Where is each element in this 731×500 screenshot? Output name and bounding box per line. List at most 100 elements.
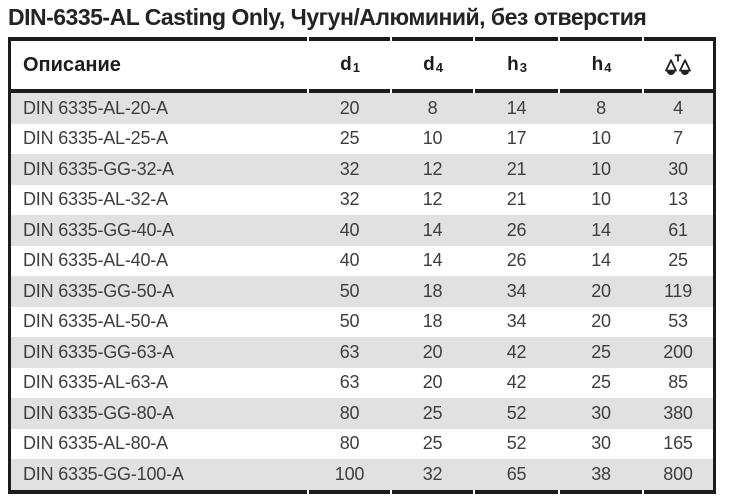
- cell-weight: 85: [668, 372, 688, 393]
- cell-weight: 165: [663, 433, 693, 454]
- cell-d4: 18: [422, 280, 443, 301]
- cell-h3: 17: [506, 128, 527, 149]
- cell-h3: 14: [506, 97, 527, 118]
- table-row: DIN 6335-AL-25-A 25 10 17 10 7: [11, 124, 713, 155]
- cell-weight: 119: [663, 280, 693, 301]
- table-top-border: [11, 37, 713, 41]
- column-header-h3: h3: [507, 54, 527, 75]
- cell-d1: 80: [339, 402, 360, 423]
- cell-h4: 20: [591, 280, 611, 301]
- cell-d1: 40: [339, 219, 360, 240]
- cell-description: DIN 6335-AL-25-A: [23, 128, 168, 149]
- cell-description: DIN 6335-AL-50-A: [23, 311, 168, 332]
- cell-d1: 40: [339, 250, 360, 271]
- header-bottom-border: [11, 89, 713, 93]
- table-row: DIN 6335-AL-63-A 63 20 42 25 85: [11, 368, 713, 399]
- table-row: DIN 6335-GG-32-A 32 12 21 10 30: [11, 154, 713, 185]
- table-bottom-border: [11, 489, 713, 494]
- cell-d1: 25: [339, 128, 360, 149]
- cell-weight: 25: [668, 250, 688, 271]
- cell-weight: 200: [663, 341, 693, 362]
- table-row: DIN 6335-AL-80-A 80 25 52 30 165: [11, 429, 713, 460]
- cell-weight: 30: [668, 158, 688, 179]
- column-header-h4: h4: [591, 54, 612, 75]
- table-row: DIN 6335-GG-63-A 63 20 42 25 200: [11, 337, 713, 368]
- page-title: DIN-6335-AL Casting Only, Чугун/Алюминий…: [8, 4, 647, 30]
- cell-h4: 30: [591, 433, 611, 454]
- table-header-row: Описание d1 d4 h3 h4: [11, 41, 713, 89]
- cell-d4: 10: [422, 128, 443, 149]
- cell-description: DIN 6335-GG-80-A: [23, 402, 174, 423]
- cell-h3: 26: [506, 219, 527, 240]
- table-row: DIN 6335-GG-100-A 100 32 65 38 800: [11, 459, 713, 490]
- cell-h4: 20: [591, 311, 611, 332]
- cell-h4: 30: [591, 402, 611, 423]
- cell-h4: 10: [591, 128, 611, 149]
- cell-weight: 800: [663, 463, 693, 484]
- cell-h4: 25: [591, 372, 611, 393]
- column-header-d4: d4: [423, 54, 443, 75]
- cell-d1: 63: [339, 372, 360, 393]
- cell-h4: 25: [591, 341, 611, 362]
- cell-description: DIN 6335-GG-50-A: [23, 280, 174, 301]
- cell-h3: 52: [506, 433, 527, 454]
- table-row: DIN 6335-AL-32-A 32 12 21 10 13: [11, 185, 713, 216]
- cell-d1: 50: [339, 280, 360, 301]
- column-header-description-label: Описание: [23, 53, 121, 76]
- cell-h3: 52: [506, 402, 527, 423]
- cell-description: DIN 6335-GG-32-A: [23, 158, 174, 179]
- cell-h3: 21: [506, 158, 527, 179]
- column-header-description: Описание: [11, 54, 308, 77]
- table-row: DIN 6335-AL-40-A 40 14 26 14 25: [11, 246, 713, 277]
- cell-weight: 53: [668, 311, 688, 332]
- cell-h4: 38: [591, 463, 611, 484]
- cell-d1: 80: [339, 433, 360, 454]
- cell-weight: 380: [663, 402, 693, 423]
- cell-description: DIN 6335-AL-63-A: [23, 372, 168, 393]
- cell-d1: 50: [339, 311, 360, 332]
- cell-h3: 21: [506, 189, 527, 210]
- cell-h4: 10: [591, 189, 611, 210]
- cell-h3: 34: [506, 280, 527, 301]
- cell-h4: 14: [591, 250, 611, 271]
- cell-d4: 25: [422, 433, 443, 454]
- cell-weight: 7: [673, 128, 683, 149]
- column-header-weight: [643, 52, 713, 78]
- cell-d1: 32: [339, 158, 360, 179]
- cell-weight: 13: [668, 189, 688, 210]
- cell-weight: 61: [668, 219, 688, 240]
- cell-d4: 20: [422, 341, 443, 362]
- cell-h3: 42: [506, 341, 527, 362]
- table-row: DIN 6335-AL-20-A 20 8 14 8 4: [11, 93, 713, 124]
- scales-icon: [665, 54, 691, 75]
- cell-h3: 34: [506, 311, 527, 332]
- cell-d1: 32: [339, 189, 360, 210]
- table-row: DIN 6335-GG-50-A 50 18 34 20 119: [11, 276, 713, 307]
- cell-d4: 8: [427, 97, 438, 118]
- cell-d4: 14: [422, 219, 443, 240]
- table-row: DIN 6335-GG-80-A 80 25 52 30 380: [11, 398, 713, 429]
- cell-h3: 42: [506, 372, 527, 393]
- cell-d4: 25: [422, 402, 443, 423]
- table-row: DIN 6335-AL-50-A 50 18 34 20 53: [11, 307, 713, 338]
- cell-description: DIN 6335-GG-40-A: [23, 219, 174, 240]
- cell-h3: 65: [506, 463, 527, 484]
- cell-weight: 4: [673, 97, 683, 118]
- cell-d4: 20: [422, 372, 443, 393]
- cell-d1: 100: [334, 463, 365, 484]
- cell-description: DIN 6335-AL-20-A: [23, 97, 168, 118]
- cell-d1: 20: [339, 97, 360, 118]
- cell-d4: 12: [422, 189, 443, 210]
- cell-description: DIN 6335-AL-80-A: [23, 433, 168, 454]
- column-header-d1: d1: [340, 54, 360, 75]
- cell-d4: 18: [422, 311, 443, 332]
- cell-h4: 14: [591, 219, 611, 240]
- cell-h4: 10: [591, 158, 611, 179]
- cell-d4: 32: [422, 463, 443, 484]
- table-body: DIN 6335-AL-20-A 20 8 14 8 4 DIN 6335-AL-25-A 2…: [11, 93, 713, 490]
- cell-description: DIN 6335-GG-63-A: [23, 341, 174, 362]
- cell-h3: 26: [506, 250, 527, 271]
- cell-d1: 63: [339, 341, 360, 362]
- table-row: DIN 6335-GG-40-A 40 14 26 14 61: [11, 215, 713, 246]
- cell-d4: 14: [422, 250, 443, 271]
